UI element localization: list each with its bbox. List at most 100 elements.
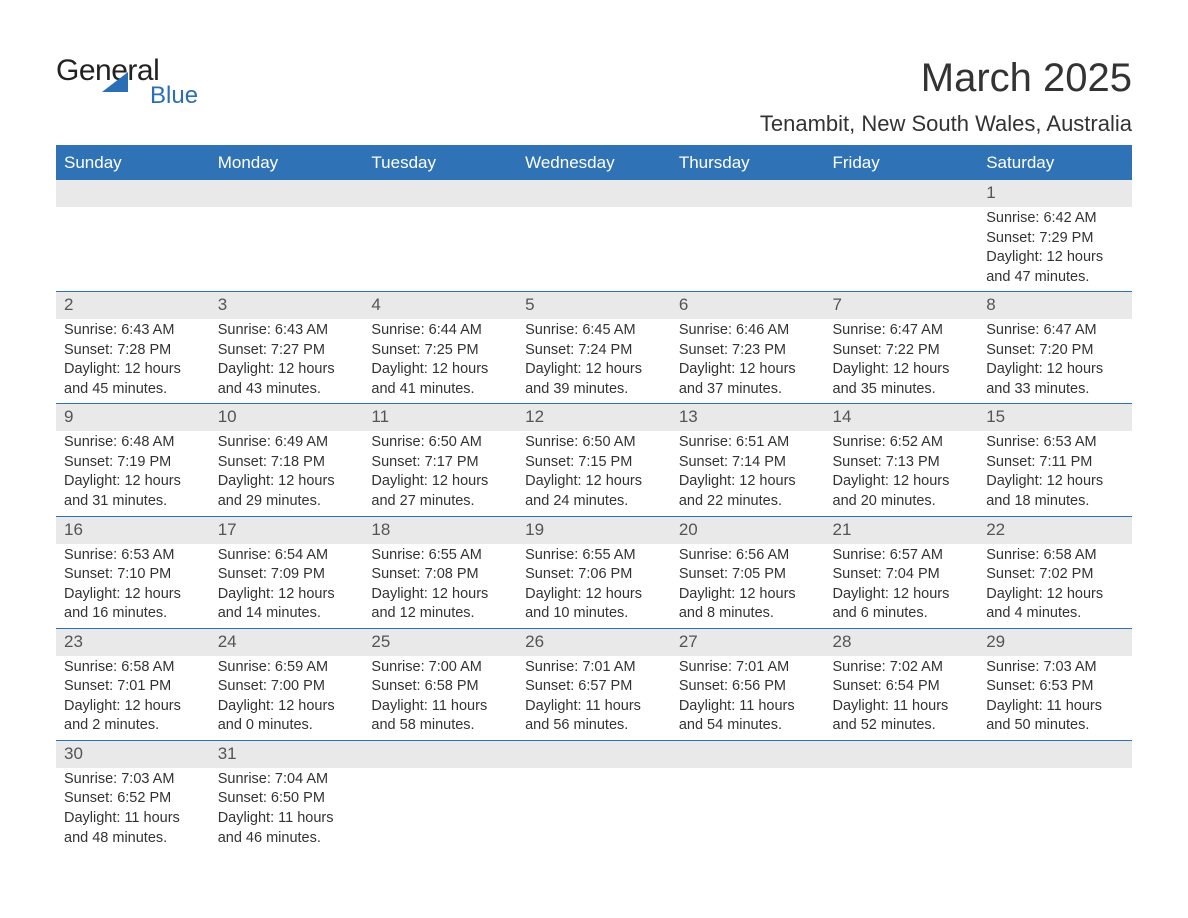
daylight-line: Daylight: 12 hours and 29 minutes. [218,472,356,511]
day-number-cell: 6 [671,292,825,319]
day-detail-cell: Sunrise: 6:44 AMSunset: 7:25 PMDaylight:… [363,319,517,404]
sunset-line: Sunset: 7:25 PM [371,341,509,361]
sunrise-line: Sunrise: 6:42 AM [986,209,1124,229]
day-detail-cell: Sunrise: 6:58 AMSunset: 7:01 PMDaylight:… [56,656,210,741]
day-number-cell: 14 [825,404,979,431]
sunset-line: Sunset: 6:58 PM [371,677,509,697]
daynum-row: 23242526272829 [56,628,1132,655]
day-detail-cell: Sunrise: 6:43 AMSunset: 7:28 PMDaylight:… [56,319,210,404]
daylight-line: Daylight: 12 hours and 20 minutes. [833,472,971,511]
sunset-line: Sunset: 7:13 PM [833,453,971,473]
day-number: 27 [679,632,698,651]
day-detail-cell: Sunrise: 6:52 AMSunset: 7:13 PMDaylight:… [825,431,979,516]
sunrise-line: Sunrise: 6:53 AM [986,433,1124,453]
sunset-line: Sunset: 6:56 PM [679,677,817,697]
day-number-cell [671,740,825,767]
day-number: 16 [64,520,83,539]
detail-row: Sunrise: 6:58 AMSunset: 7:01 PMDaylight:… [56,656,1132,741]
daylight-line: Daylight: 12 hours and 8 minutes. [679,585,817,624]
day-detail-cell: Sunrise: 6:59 AMSunset: 7:00 PMDaylight:… [210,656,364,741]
day-detail-cell: Sunrise: 6:50 AMSunset: 7:17 PMDaylight:… [363,431,517,516]
day-number: 19 [525,520,544,539]
sunrise-line: Sunrise: 6:50 AM [525,433,663,453]
daylight-line: Daylight: 12 hours and 27 minutes. [371,472,509,511]
day-detail-cell: Sunrise: 6:58 AMSunset: 7:02 PMDaylight:… [978,544,1132,629]
day-number: 12 [525,407,544,426]
day-detail-cell [363,207,517,292]
day-number: 31 [218,744,237,763]
day-number: 10 [218,407,237,426]
daylight-line: Daylight: 12 hours and 14 minutes. [218,585,356,624]
day-number: 8 [986,295,995,314]
sunrise-line: Sunrise: 6:44 AM [371,321,509,341]
sunset-line: Sunset: 7:00 PM [218,677,356,697]
sunrise-line: Sunrise: 6:47 AM [986,321,1124,341]
day-number-cell [825,740,979,767]
daylight-line: Daylight: 11 hours and 50 minutes. [986,697,1124,736]
day-number-cell: 22 [978,516,1132,543]
day-number-cell: 19 [517,516,671,543]
daylight-line: Daylight: 12 hours and 47 minutes. [986,248,1124,287]
daylight-line: Daylight: 12 hours and 22 minutes. [679,472,817,511]
day-number-cell: 4 [363,292,517,319]
sunrise-line: Sunrise: 6:57 AM [833,546,971,566]
title-block: March 2025 Tenambit, New South Wales, Au… [760,56,1132,137]
day-number: 21 [833,520,852,539]
sunset-line: Sunset: 7:24 PM [525,341,663,361]
weekday-thursday: Thursday [671,146,825,180]
sunset-line: Sunset: 7:11 PM [986,453,1124,473]
day-number-cell: 26 [517,628,671,655]
day-number: 26 [525,632,544,651]
sunrise-line: Sunrise: 6:55 AM [371,546,509,566]
sunrise-line: Sunrise: 6:47 AM [833,321,971,341]
sunset-line: Sunset: 7:05 PM [679,565,817,585]
day-number-cell: 30 [56,740,210,767]
sunset-line: Sunset: 7:01 PM [64,677,202,697]
sunset-line: Sunset: 7:15 PM [525,453,663,473]
sunset-line: Sunset: 7:17 PM [371,453,509,473]
daylight-line: Daylight: 12 hours and 43 minutes. [218,360,356,399]
day-number: 5 [525,295,534,314]
day-number: 22 [986,520,1005,539]
day-detail-cell: Sunrise: 6:53 AMSunset: 7:11 PMDaylight:… [978,431,1132,516]
sunset-line: Sunset: 7:19 PM [64,453,202,473]
day-number-cell: 23 [56,628,210,655]
day-number-cell: 1 [978,180,1132,207]
sunset-line: Sunset: 7:14 PM [679,453,817,473]
day-number-cell: 16 [56,516,210,543]
daylight-line: Daylight: 12 hours and 35 minutes. [833,360,971,399]
daynum-row: 30 31 [56,740,1132,767]
day-number-cell: 31 [210,740,364,767]
day-detail-cell: Sunrise: 6:47 AMSunset: 7:22 PMDaylight:… [825,319,979,404]
weekday-friday: Friday [825,146,979,180]
sunrise-line: Sunrise: 7:00 AM [371,658,509,678]
day-detail-cell: Sunrise: 6:43 AMSunset: 7:27 PMDaylight:… [210,319,364,404]
day-number-cell: 13 [671,404,825,431]
day-number-cell: 2 [56,292,210,319]
weekday-monday: Monday [210,146,364,180]
day-detail-cell [517,207,671,292]
sunset-line: Sunset: 7:08 PM [371,565,509,585]
day-number-cell [978,740,1132,767]
sunset-line: Sunset: 7:06 PM [525,565,663,585]
sunset-line: Sunset: 7:04 PM [833,565,971,585]
weekday-sunday: Sunday [56,146,210,180]
sunrise-line: Sunrise: 6:46 AM [679,321,817,341]
day-detail-cell: Sunrise: 6:50 AMSunset: 7:15 PMDaylight:… [517,431,671,516]
day-detail-cell: Sunrise: 6:55 AMSunset: 7:06 PMDaylight:… [517,544,671,629]
day-detail-cell: Sunrise: 6:46 AMSunset: 7:23 PMDaylight:… [671,319,825,404]
day-number-cell: 3 [210,292,364,319]
day-number-cell: 9 [56,404,210,431]
day-number-cell [825,180,979,207]
day-number: 3 [218,295,227,314]
sunrise-line: Sunrise: 6:52 AM [833,433,971,453]
day-number-cell [210,180,364,207]
day-detail-cell [56,207,210,292]
day-number: 11 [371,407,389,426]
daylight-line: Daylight: 11 hours and 52 minutes. [833,697,971,736]
daylight-line: Daylight: 12 hours and 0 minutes. [218,697,356,736]
daylight-line: Daylight: 12 hours and 39 minutes. [525,360,663,399]
day-number-cell: 28 [825,628,979,655]
day-number: 20 [679,520,698,539]
daylight-line: Daylight: 12 hours and 2 minutes. [64,697,202,736]
